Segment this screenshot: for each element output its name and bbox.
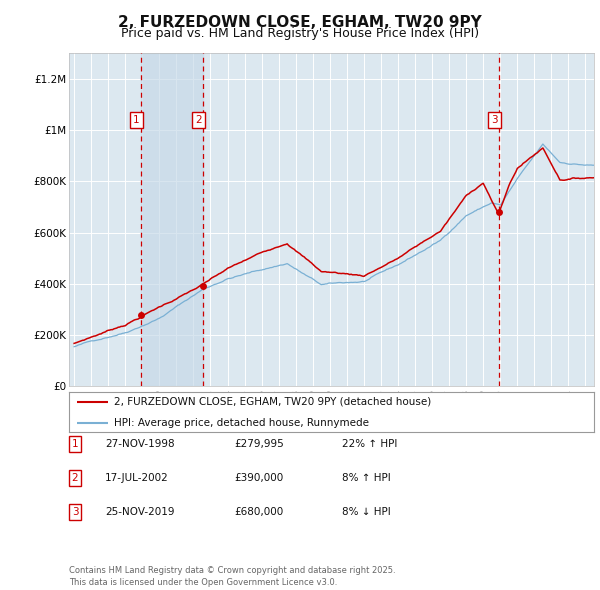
Text: £279,995: £279,995 xyxy=(234,439,284,448)
Text: £680,000: £680,000 xyxy=(234,507,283,517)
Text: £390,000: £390,000 xyxy=(234,473,283,483)
Text: 17-JUL-2002: 17-JUL-2002 xyxy=(105,473,169,483)
Text: 25-NOV-2019: 25-NOV-2019 xyxy=(105,507,175,517)
Text: 3: 3 xyxy=(71,507,79,517)
Text: 2: 2 xyxy=(71,473,79,483)
Text: 1: 1 xyxy=(133,115,140,124)
Text: 27-NOV-1998: 27-NOV-1998 xyxy=(105,439,175,448)
Text: Price paid vs. HM Land Registry's House Price Index (HPI): Price paid vs. HM Land Registry's House … xyxy=(121,27,479,40)
Text: 1: 1 xyxy=(71,439,79,448)
Text: 2, FURZEDOWN CLOSE, EGHAM, TW20 9PY: 2, FURZEDOWN CLOSE, EGHAM, TW20 9PY xyxy=(118,15,482,30)
Text: 8% ↑ HPI: 8% ↑ HPI xyxy=(342,473,391,483)
Text: Contains HM Land Registry data © Crown copyright and database right 2025.
This d: Contains HM Land Registry data © Crown c… xyxy=(69,566,395,587)
Bar xyxy=(141,53,203,386)
Text: HPI: Average price, detached house, Runnymede: HPI: Average price, detached house, Runn… xyxy=(113,418,368,428)
Text: 2, FURZEDOWN CLOSE, EGHAM, TW20 9PY (detached house): 2, FURZEDOWN CLOSE, EGHAM, TW20 9PY (det… xyxy=(113,397,431,407)
Text: 22% ↑ HPI: 22% ↑ HPI xyxy=(342,439,397,448)
Text: 2: 2 xyxy=(195,115,202,124)
Text: 3: 3 xyxy=(491,115,497,124)
Text: 8% ↓ HPI: 8% ↓ HPI xyxy=(342,507,391,517)
